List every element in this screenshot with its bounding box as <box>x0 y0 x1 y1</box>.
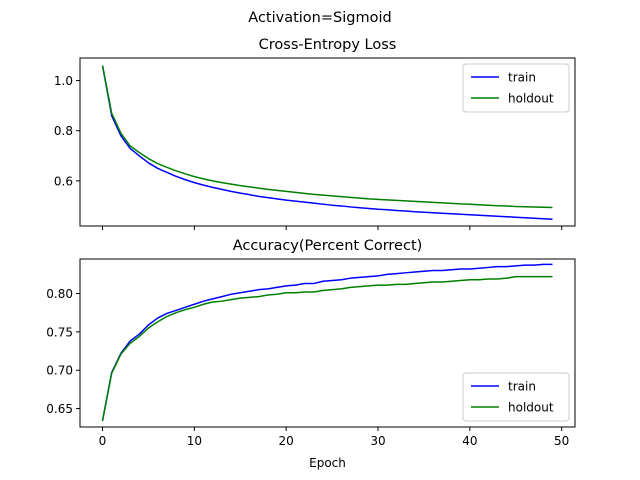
accuracy-axes-frame <box>79 258 576 428</box>
accuracy-x-axis-label: Epoch <box>309 456 346 470</box>
loss-x-axis-ticks <box>102 226 563 230</box>
loss-series-lines <box>101 65 553 220</box>
accuracy-y-tick-label: 0.65 <box>46 402 73 416</box>
accuracy-y-tick-label: 0.80 <box>46 287 73 301</box>
accuracy-line-holdout <box>101 275 553 422</box>
accuracy-legend: train holdout <box>462 372 570 422</box>
loss-y-tick-label: 0.8 <box>54 124 73 138</box>
accuracy-x-tick-label: 40 <box>462 434 477 448</box>
loss-legend-box <box>462 63 570 113</box>
accuracy-x-axis-ticks: 0 10 20 30 40 50 <box>99 427 569 448</box>
loss-legend: train holdout <box>462 63 570 113</box>
accuracy-x-tick-label: 30 <box>370 434 385 448</box>
accuracy-subplot: Accuracy(Percent Correct) 0.650.700.750.… <box>46 238 576 470</box>
accuracy-y-axis-ticks: 0.65 0.70 0.75 0.80 <box>46 287 80 416</box>
accuracy-x-tick-label: 0 <box>99 434 107 448</box>
loss-line-holdout <box>101 65 553 209</box>
accuracy-legend-box <box>462 372 570 422</box>
accuracy-y-tick-label: 0.75 <box>46 325 73 339</box>
accuracy-legend-label-train: train <box>508 380 536 394</box>
loss-legend-label-train: train <box>508 71 536 85</box>
accuracy-legend-label-holdout: holdout <box>508 401 554 415</box>
accuracy-x-tick-label: 50 <box>554 434 569 448</box>
accuracy-chart-title: Accuracy(Percent Correct) <box>233 238 423 254</box>
loss-chart-title: Cross-Entropy Loss <box>259 37 397 53</box>
loss-y-tick-label: 0.6 <box>54 174 73 188</box>
accuracy-x-tick-label: 20 <box>279 434 294 448</box>
loss-y-axis-ticks: 0.6 0.8 1.0 <box>54 74 80 188</box>
loss-axes-frame <box>79 57 576 227</box>
loss-subplot: Cross-Entropy Loss 0.6 0.8 1.0 train holdou… <box>54 37 576 230</box>
accuracy-x-tick-label: 10 <box>187 434 202 448</box>
accuracy-line-train <box>101 263 553 421</box>
accuracy-series-lines <box>101 263 553 422</box>
loss-line-train <box>101 65 553 220</box>
loss-legend-label-holdout: holdout <box>508 92 554 106</box>
accuracy-y-tick-label: 0.70 <box>46 364 73 378</box>
figure-suptitle: Activation=Sigmoid <box>248 10 391 26</box>
loss-y-tick-label: 1.0 <box>54 74 73 88</box>
